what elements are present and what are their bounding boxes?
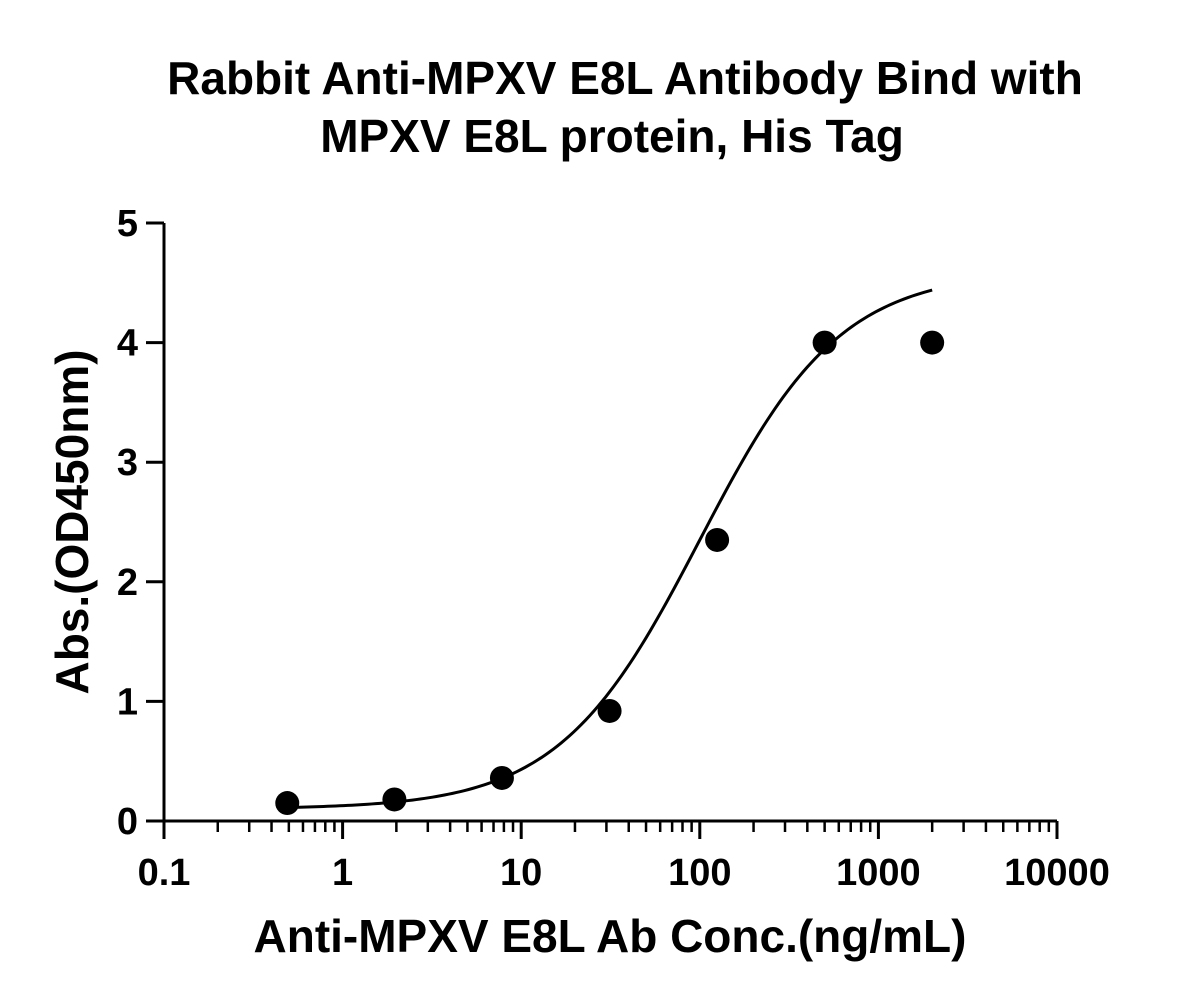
tick-marks [146, 221, 1059, 839]
y-tick-label-4: 4 [117, 323, 138, 365]
x-tick-label-4: 1000 [836, 852, 921, 894]
x-tick-label-0: 0.1 [138, 852, 191, 894]
fit-curve-0 [287, 288, 933, 809]
fit-curve-group [287, 288, 933, 809]
y-axis-label: Abs.(OD450nm) [46, 349, 98, 694]
x-tick-label-5: 10000 [1004, 852, 1110, 894]
chart-title-line-2: MPXV E8L protein, His Tag [320, 110, 904, 162]
data-point-3 [597, 698, 622, 723]
y-tick-label-3: 3 [117, 442, 138, 484]
x-axis-label: Anti-MPXV E8L Ab Conc.(ng/mL) [254, 910, 967, 962]
data-point-2 [489, 765, 514, 790]
axes [162, 223, 1057, 823]
x-tick-label-1: 1 [332, 852, 353, 894]
data-point-4 [705, 527, 730, 552]
data-point-5 [812, 330, 837, 355]
data-point-0 [275, 791, 300, 816]
data-points [275, 330, 945, 816]
y-tick-label-5: 5 [117, 203, 138, 245]
y-tick-label-2: 2 [117, 562, 138, 604]
chart-title-line-1: Rabbit Anti-MPXV E8L Antibody Bind with [167, 52, 1083, 104]
x-tick-label-3: 100 [668, 852, 731, 894]
y-tick-label-0: 0 [117, 801, 138, 843]
tick-labels: 0 1 2 3 4 5 0.1 1 10 100 1000 10000 [117, 203, 1110, 894]
x-tick-label-2: 10 [500, 852, 542, 894]
data-point-1 [382, 787, 407, 812]
y-tick-label-1: 1 [117, 681, 138, 723]
data-point-6 [920, 330, 945, 355]
